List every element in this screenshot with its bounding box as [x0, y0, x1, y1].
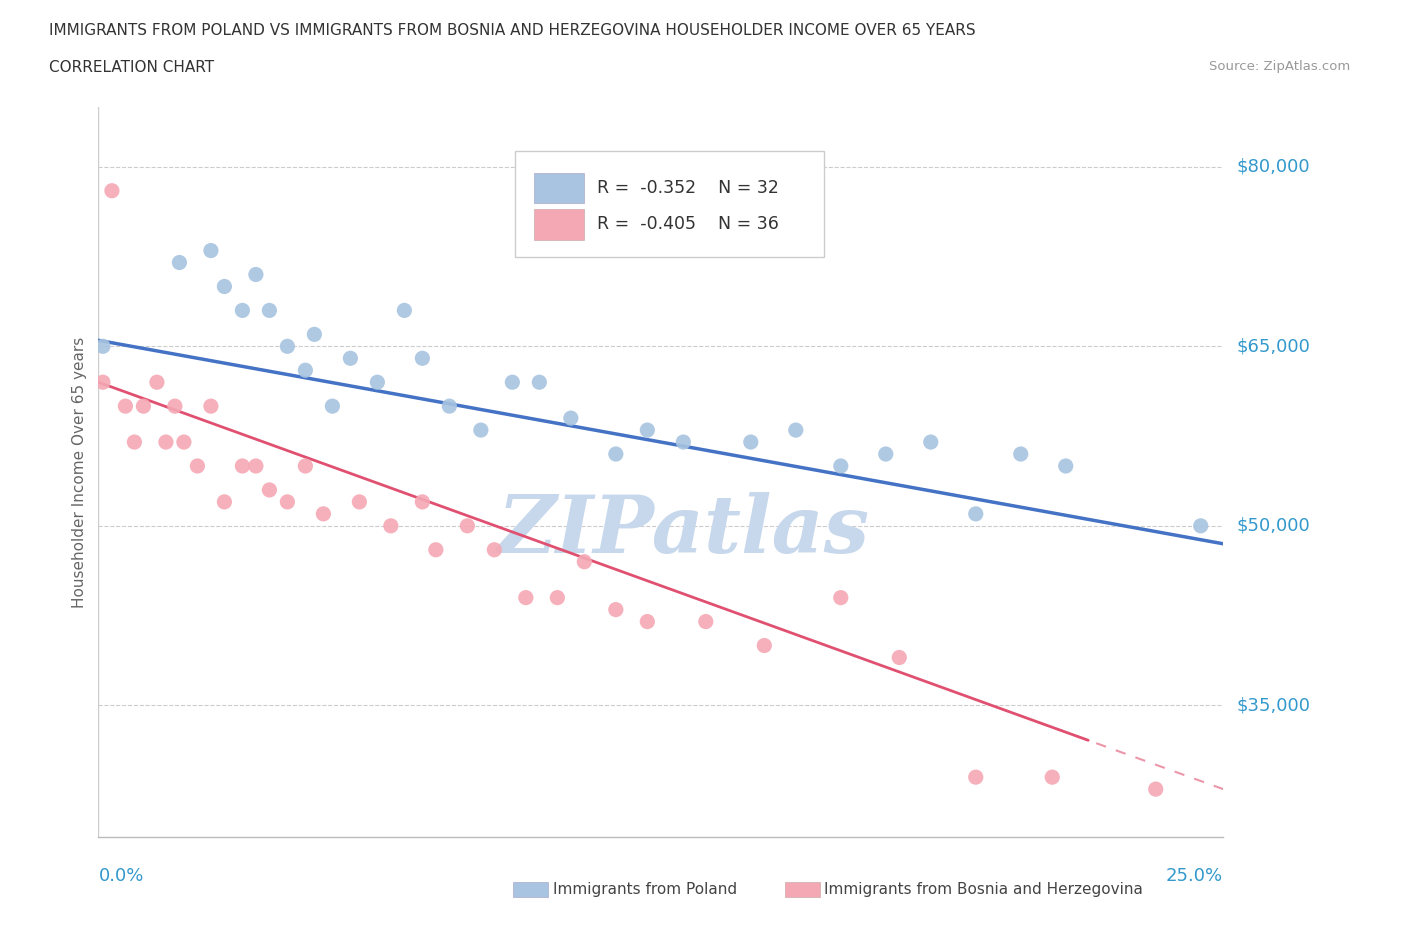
Point: [101, 183, 124, 198]
FancyBboxPatch shape: [534, 209, 585, 240]
Point: [366, 375, 388, 390]
Point: [1054, 458, 1077, 473]
Point: [425, 542, 447, 557]
Point: [321, 399, 343, 414]
Text: $50,000: $50,000: [1237, 517, 1310, 535]
Point: [245, 267, 267, 282]
Point: [830, 458, 852, 473]
Point: [231, 303, 253, 318]
Point: [470, 422, 492, 437]
Point: [920, 434, 942, 449]
Text: IMMIGRANTS FROM POLAND VS IMMIGRANTS FROM BOSNIA AND HERZEGOVINA HOUSEHOLDER INC: IMMIGRANTS FROM POLAND VS IMMIGRANTS FRO…: [49, 23, 976, 38]
Point: [754, 638, 776, 653]
Point: [605, 446, 627, 461]
Point: [163, 399, 186, 414]
Text: ZIPatlas: ZIPatlas: [498, 492, 869, 569]
Point: [965, 507, 987, 522]
Text: Immigrants from Poland: Immigrants from Poland: [553, 882, 737, 897]
Point: [339, 351, 361, 365]
Point: [276, 495, 298, 510]
Point: [740, 434, 762, 449]
Point: [1189, 518, 1212, 533]
Point: [186, 458, 208, 473]
FancyBboxPatch shape: [515, 151, 824, 257]
Point: [124, 434, 146, 449]
Point: [695, 614, 717, 629]
FancyBboxPatch shape: [534, 173, 585, 204]
Y-axis label: Householder Income Over 65 years: Householder Income Over 65 years: [72, 337, 87, 607]
Text: R =  -0.352    N = 32: R = -0.352 N = 32: [596, 179, 779, 197]
Point: [349, 495, 371, 510]
Point: [380, 518, 402, 533]
Point: [1010, 446, 1032, 461]
Point: [1040, 770, 1063, 785]
Point: [169, 255, 191, 270]
Point: [294, 363, 316, 378]
Point: [231, 458, 253, 473]
Text: $80,000: $80,000: [1237, 158, 1310, 176]
Point: [132, 399, 155, 414]
Point: [312, 507, 335, 522]
Point: [114, 399, 136, 414]
Point: [200, 243, 222, 258]
Point: [1144, 782, 1167, 797]
Point: [560, 411, 582, 426]
Point: [259, 303, 281, 318]
Point: [546, 591, 568, 605]
Text: 25.0%: 25.0%: [1166, 867, 1223, 885]
Point: [636, 614, 658, 629]
Text: R =  -0.405    N = 36: R = -0.405 N = 36: [596, 216, 779, 233]
Text: CORRELATION CHART: CORRELATION CHART: [49, 60, 214, 75]
Point: [214, 279, 236, 294]
Point: [785, 422, 807, 437]
Point: [200, 399, 222, 414]
Point: [394, 303, 416, 318]
Point: [672, 434, 695, 449]
Point: [173, 434, 195, 449]
Point: [146, 375, 169, 390]
Point: [91, 375, 114, 390]
Point: [439, 399, 461, 414]
Point: [214, 495, 236, 510]
Point: [91, 339, 114, 353]
Point: [889, 650, 911, 665]
Point: [294, 458, 316, 473]
Text: Immigrants from Bosnia and Herzegovina: Immigrants from Bosnia and Herzegovina: [824, 882, 1143, 897]
Point: [259, 483, 281, 498]
Point: [501, 375, 523, 390]
Point: [411, 495, 433, 510]
Point: [484, 542, 506, 557]
Point: [245, 458, 267, 473]
Text: 0.0%: 0.0%: [98, 867, 143, 885]
Point: [304, 327, 326, 342]
Point: [965, 770, 987, 785]
Text: $65,000: $65,000: [1237, 338, 1310, 355]
Point: [875, 446, 897, 461]
Point: [605, 602, 627, 617]
Point: [830, 591, 852, 605]
Text: $35,000: $35,000: [1237, 697, 1310, 714]
Point: [515, 591, 537, 605]
Point: [529, 375, 551, 390]
Point: [636, 422, 658, 437]
Point: [276, 339, 298, 353]
Text: Source: ZipAtlas.com: Source: ZipAtlas.com: [1209, 60, 1350, 73]
Point: [456, 518, 478, 533]
Point: [411, 351, 433, 365]
Point: [155, 434, 177, 449]
Point: [574, 554, 596, 569]
